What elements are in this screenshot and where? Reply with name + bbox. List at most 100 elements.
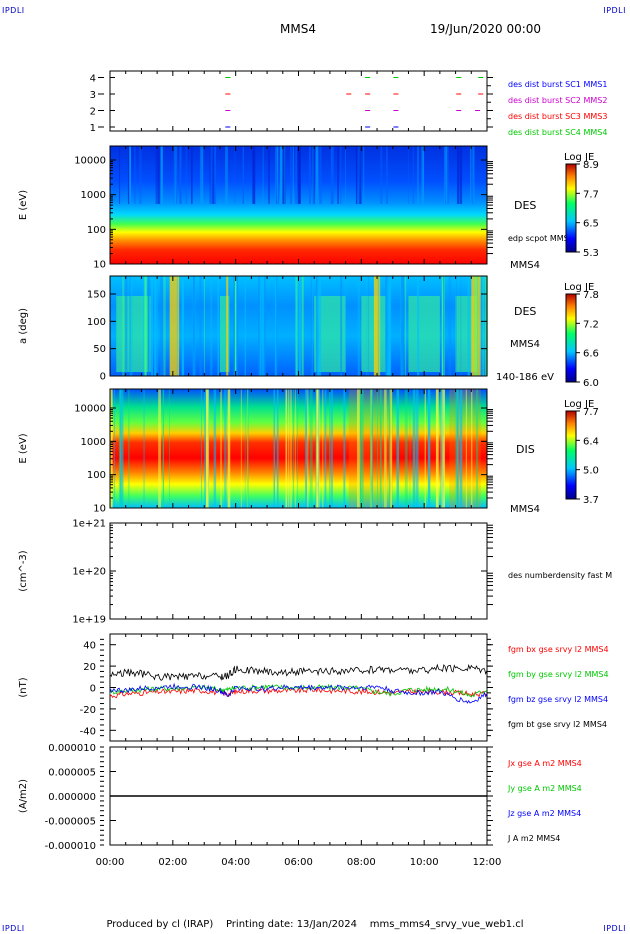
des-pitch-streak [199, 276, 202, 376]
time-axis-tick-label: 02:00 [158, 857, 187, 868]
dis-energy-streak [322, 389, 324, 508]
dis-energy-colorbar-title: Log JE [564, 399, 594, 410]
dis-energy-streak [412, 389, 416, 508]
dis-energy-streak [404, 389, 408, 508]
des-pitch-streak [274, 276, 277, 376]
des-pitch-streak [160, 276, 163, 376]
des-energy-label: DES [514, 199, 536, 212]
dis-energy-streak [384, 389, 386, 508]
des-energy-streak [199, 146, 203, 204]
dis-energy-streak [377, 389, 378, 508]
des-pitch-streak [199, 276, 201, 376]
des-pitch-streak [480, 276, 484, 376]
dis-energy-streak [305, 389, 307, 508]
des-pitch-streak [235, 276, 237, 376]
corner-label-top-right: IPDLI [603, 6, 626, 15]
des-pitch-streak [203, 276, 205, 376]
current-legend-entry: Jz gse A m2 MMS4 [507, 809, 581, 818]
dis-energy-streak [213, 389, 217, 508]
burst-ytick-label: 3 [90, 90, 96, 101]
dis-energy-streak [435, 389, 439, 508]
dis-energy-mms4-label: MMS4 [510, 504, 540, 515]
des-pitch-streak [366, 276, 368, 376]
time-axis-tick-label: 12:00 [473, 857, 502, 868]
des-energy-colorbar-tick-label: 6.5 [583, 219, 599, 230]
des-energy-colorbar [565, 163, 577, 253]
dis-energy-streak [205, 389, 209, 508]
burst-legend-entry: des dist burst SC1 MMS1 [508, 80, 607, 89]
des-pitch-streak [155, 276, 159, 376]
des-energy-streak [119, 146, 121, 204]
des-pitch-streak [357, 276, 359, 376]
des-energy-streak [447, 146, 450, 204]
des-energy-streak [292, 146, 294, 204]
dis-energy-streak [440, 389, 442, 508]
des-energy-streak [157, 146, 161, 204]
des-pitch-streak [460, 276, 462, 376]
des-pitch-streak [275, 276, 278, 376]
des-energy-streak [279, 146, 283, 204]
des-energy-streak [225, 146, 228, 204]
des-energy-streak [282, 146, 286, 204]
des-pitch-ytick-label: 0 [100, 372, 106, 383]
dis-energy-streak [454, 389, 456, 508]
dis-energy-streak [207, 389, 209, 508]
dis-energy-streak [143, 389, 145, 508]
time-axis-tick-label: 04:00 [221, 857, 250, 868]
des-energy-streak [134, 146, 136, 204]
des-energy-streak [214, 146, 217, 204]
des-energy-streak [268, 146, 270, 204]
current-ytick-label: -0.000005 [45, 817, 96, 828]
dis-energy-streak [384, 389, 387, 508]
des-pitch-streak [298, 276, 302, 376]
des-energy-streak [179, 146, 182, 204]
dis-energy-streak [370, 389, 373, 508]
des-pitch-streak [163, 276, 166, 376]
des-energy-streak [299, 146, 301, 204]
des-pitch-streak [130, 276, 133, 376]
bfield-legend-entry: fgm bt gse srvy l2 MMS4 [508, 720, 607, 729]
des-energy-streak [412, 146, 415, 204]
dis-energy-streak [329, 389, 330, 508]
des-pitch-label: DES [514, 305, 536, 318]
dis-energy-ytick-label: 10000 [74, 404, 106, 415]
dis-energy-streak [273, 389, 275, 508]
dis-energy-streak [292, 389, 294, 508]
des-energy-streak [319, 146, 322, 204]
des-pitch-streak [210, 276, 213, 376]
des-pitch-streak [262, 276, 265, 376]
des-pitch-streak [485, 276, 488, 376]
des-energy-streak [386, 146, 388, 204]
des-pitch-green-region [219, 296, 230, 372]
des-energy-streak [408, 146, 409, 204]
dis-energy-streak [247, 389, 249, 508]
dis-energy-streak [456, 389, 460, 508]
des-energy-colorbar-tick-label: 8.9 [583, 160, 599, 171]
dis-energy-streak [390, 389, 393, 508]
dis-energy-streak [297, 389, 299, 508]
current-ytick-label: 0.000005 [48, 768, 96, 779]
dis-energy-streak [409, 389, 411, 508]
des-pitch-streak [473, 276, 476, 376]
dis-energy-streak [119, 389, 121, 508]
des-pitch-yellow-streak [226, 276, 229, 376]
time-axis-tick-label: 08:00 [347, 857, 376, 868]
des-pitch-streak [261, 276, 263, 376]
current-legend-entry: Jx gse A m2 MMS4 [507, 759, 582, 768]
des-pitch-streak [401, 276, 404, 376]
des-pitch-streak [441, 276, 443, 376]
des-energy-scpot-label: edp scpot MMS4 [508, 234, 574, 243]
des-pitch-streak [192, 276, 195, 376]
dis-energy-label: DIS [516, 443, 535, 456]
dis-energy-streak [361, 389, 364, 508]
bfield-ytick-label: -20 [80, 705, 96, 716]
des-energy-streak [173, 146, 175, 204]
des-energy-streak [309, 146, 311, 204]
des-energy-streak [358, 146, 360, 204]
des-energy-streak [284, 146, 286, 204]
des-pitch-yellow-streak [169, 276, 180, 376]
des-pitch-streak [388, 276, 392, 376]
burst-legend-entry: des dist burst SC4 MMS4 [508, 128, 607, 137]
des-energy-streak [340, 146, 342, 204]
dis-energy-streak [206, 389, 210, 508]
